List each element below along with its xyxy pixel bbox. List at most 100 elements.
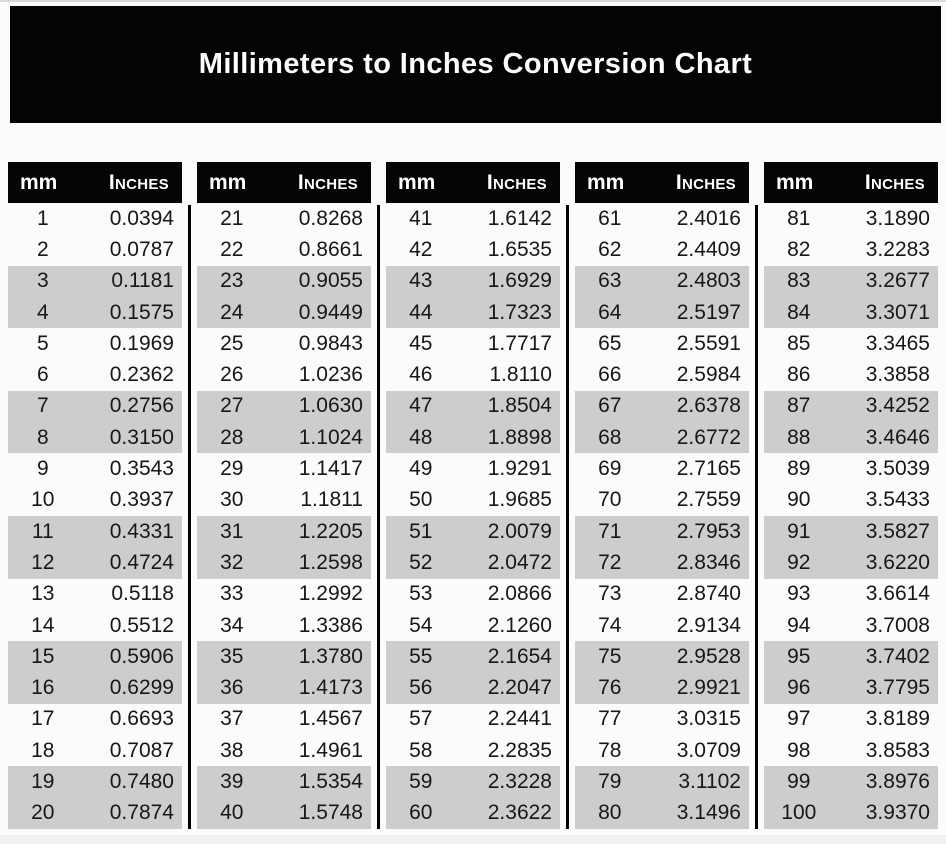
inches-value: 1.2992 (298, 582, 363, 606)
table-row: 53 2.0866 (386, 579, 560, 610)
mm-value: 5 (36, 331, 49, 355)
mm-value: 79 (598, 769, 622, 793)
mm-value: 23 (220, 269, 244, 293)
table-row: 71 2.7953 (575, 515, 749, 548)
inches-value: 1.9291 (487, 457, 552, 481)
inches-value: 0.1181 (111, 269, 174, 293)
mm-value: 21 (220, 206, 244, 230)
inches-value: 1.1024 (298, 425, 363, 449)
inches-column-header: Inches (297, 170, 358, 194)
mm-value: 17 (31, 707, 55, 731)
inches-column-header: Inches (486, 170, 547, 194)
inches-value: 1.0236 (298, 363, 363, 387)
table-row: 65 2.5591 (575, 328, 749, 359)
table-row: 83 3.2677 (764, 265, 938, 297)
inches-value: 3.5433 (865, 488, 930, 512)
inches-value: 2.3228 (487, 769, 552, 793)
table-row: 72 2.8346 (575, 547, 749, 579)
mm-value: 75 (598, 644, 622, 668)
inches-value: 2.2047 (487, 676, 552, 700)
inches-value: 2.6378 (676, 394, 741, 418)
conversion-table: mm Inches 1 0.0394 2 0.0787 3 0.1181 4 0.1575 5 0.1… (8, 162, 182, 829)
mm-column-header: mm (20, 170, 58, 194)
mm-value: 57 (409, 707, 433, 731)
table-row: 41 1.6142 (386, 203, 560, 234)
mm-column-header: mm (776, 170, 814, 194)
table-row: 31 1.2205 (197, 515, 371, 548)
mm-value: 91 (787, 519, 811, 543)
mm-value: 25 (220, 331, 244, 355)
inches-value: 3.8976 (865, 769, 930, 793)
mm-value: 77 (598, 707, 622, 731)
inches-value: 0.8661 (298, 237, 363, 261)
inches-value: 2.5591 (676, 331, 741, 355)
table-row: 93 3.6614 (764, 579, 938, 610)
inches-value: 0.1969 (109, 331, 174, 355)
mm-value: 35 (220, 644, 244, 668)
table-row: 32 1.2598 (197, 547, 371, 579)
inches-value: 1.3386 (298, 613, 363, 637)
table-row: 25 0.9843 (197, 328, 371, 359)
inches-value: 2.4803 (676, 269, 741, 293)
mm-value: 65 (598, 331, 622, 355)
inches-value: 2.5984 (676, 363, 741, 387)
inches-value: 0.7480 (109, 769, 174, 793)
inches-value: 3.7402 (865, 644, 930, 668)
mm-value: 24 (220, 300, 244, 324)
inches-value: 3.2283 (865, 237, 930, 261)
inches-value: 0.6299 (109, 676, 174, 700)
table-row: 64 2.5197 (575, 296, 749, 329)
mm-value: 11 (31, 519, 54, 543)
inches-value: 0.3937 (109, 488, 174, 512)
table-row: 99 3.8976 (764, 766, 938, 798)
inches-value: 0.5512 (109, 613, 174, 637)
table-row: 13 0.5118 (8, 579, 182, 610)
mm-value: 31 (220, 519, 244, 543)
mm-value: 62 (598, 237, 622, 261)
mm-value: 80 (598, 801, 622, 825)
table-row: 20 0.7874 (8, 797, 182, 829)
table-row: 1 0.0394 (8, 203, 182, 234)
inches-value: 2.4409 (676, 237, 741, 261)
mm-value: 2 (36, 237, 49, 261)
mm-value: 47 (409, 394, 433, 418)
mm-value: 68 (598, 425, 622, 449)
mm-value: 41 (409, 206, 433, 230)
table-row: 24 0.9449 (197, 296, 371, 329)
table-row: 80 3.1496 (575, 797, 749, 829)
mm-value: 51 (409, 519, 433, 543)
inches-value: 3.2677 (865, 269, 930, 293)
table-row: 66 2.5984 (575, 359, 749, 390)
table-row: 62 2.4409 (575, 234, 749, 265)
mm-value: 32 (220, 550, 244, 574)
table-row: 85 3.3465 (764, 328, 938, 359)
inches-value: 2.8346 (676, 550, 741, 574)
table-row: 70 2.7559 (575, 485, 749, 516)
inches-value: 2.7559 (676, 488, 741, 512)
mm-value: 81 (787, 206, 811, 230)
mm-value: 93 (787, 582, 811, 606)
table-row: 56 2.2047 (386, 672, 560, 704)
mm-value: 6 (36, 363, 49, 387)
mm-value: 70 (598, 488, 622, 512)
inches-value: 2.4016 (676, 206, 741, 230)
mm-value: 26 (220, 363, 244, 387)
table-row: 86 3.3858 (764, 359, 938, 390)
inches-value: 0.9055 (298, 269, 363, 293)
inches-value: 1.2205 (298, 519, 363, 543)
mm-value: 34 (220, 613, 244, 637)
mm-value: 13 (31, 582, 55, 606)
conversion-table: mm Inches 21 0.8268 22 0.8661 23 0.9055 24 0.9449… (197, 162, 371, 829)
mm-value: 43 (409, 269, 433, 293)
table-row: 28 1.1024 (197, 422, 371, 454)
mm-value: 8 (36, 425, 49, 449)
table-row: 16 0.6299 (8, 672, 182, 704)
mm-value: 38 (220, 738, 244, 762)
mm-value: 89 (787, 457, 811, 481)
table-row: 9 0.3543 (8, 453, 182, 484)
inches-value: 1.1811 (300, 488, 363, 512)
inches-value: 3.7008 (865, 613, 930, 637)
inches-value: 2.0079 (487, 519, 552, 543)
mm-value: 85 (787, 331, 811, 355)
mm-value: 86 (787, 363, 811, 387)
